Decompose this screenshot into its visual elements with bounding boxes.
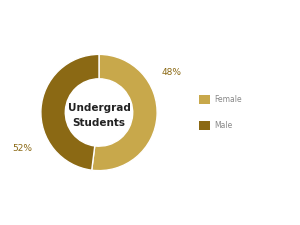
Legend: Female, Male: Female, Male xyxy=(199,95,242,130)
Text: Undergrad: Undergrad xyxy=(68,103,130,113)
Text: Students: Students xyxy=(73,118,125,128)
Text: 48%: 48% xyxy=(162,68,182,77)
Wedge shape xyxy=(92,54,157,171)
Text: 52%: 52% xyxy=(12,144,32,153)
Wedge shape xyxy=(41,54,99,170)
